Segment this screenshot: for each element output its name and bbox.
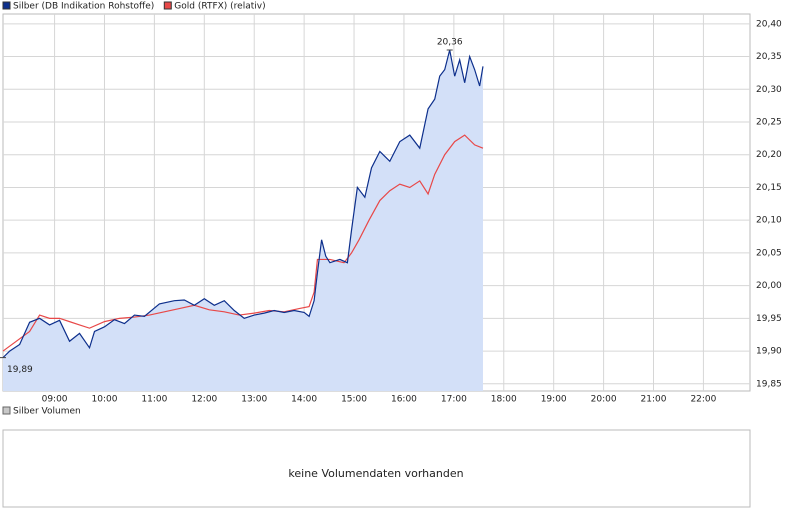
x-tick-label: 17:00: [441, 395, 467, 405]
x-tick-label: 13:00: [241, 395, 267, 405]
x-tick-label: 18:00: [491, 395, 517, 405]
y-tick-label: 19,85: [756, 379, 782, 389]
x-tick-label: 11:00: [141, 395, 167, 405]
y-tick-label: 20,20: [756, 150, 782, 160]
legend-swatch: [163, 1, 172, 10]
legend-label: Silber (DB Indikation Rohstoffe): [13, 2, 154, 12]
x-tick-label: 22:00: [690, 395, 716, 405]
series-line: [2, 134, 484, 352]
x-tick-label: 14:00: [291, 395, 317, 405]
volume-message: keine Volumendaten vorhanden: [288, 467, 463, 480]
x-tick-label: 16:00: [391, 395, 417, 405]
volume-legend: Silber Volumen: [13, 407, 81, 417]
x-tick-label: 12:00: [191, 395, 217, 405]
y-tick-label: 20,05: [756, 248, 782, 258]
y-tick-label: 20,25: [756, 117, 782, 127]
x-tick-label: 21:00: [641, 395, 667, 405]
x-tick-label: 09:00: [42, 395, 68, 405]
x-tick-label: 19:00: [541, 395, 567, 405]
y-tick-label: 20,40: [756, 19, 782, 29]
series-line: [2, 49, 484, 359]
annotation-label: 20,36: [437, 37, 463, 47]
y-tick-label: 19,90: [756, 347, 782, 357]
x-tick-label: 10:00: [92, 395, 118, 405]
x-tick-label: 20:00: [591, 395, 617, 405]
y-tick-label: 20,35: [756, 52, 782, 62]
legend-label: Gold (RTFX) (relativ): [174, 2, 265, 12]
legend-swatch: [2, 1, 11, 10]
y-tick-label: 20,15: [756, 183, 782, 193]
volume-frame: [2, 429, 751, 508]
volume-legend-swatch: [2, 406, 11, 415]
annotation-label: 19,89: [7, 365, 33, 375]
y-tick-label: 20,10: [756, 216, 782, 226]
y-tick-label: 20,30: [756, 85, 782, 95]
y-tick-label: 20,00: [756, 281, 782, 291]
x-tick-label: 15:00: [341, 395, 367, 405]
y-tick-label: 19,95: [756, 314, 782, 324]
series-area: [3, 49, 483, 392]
